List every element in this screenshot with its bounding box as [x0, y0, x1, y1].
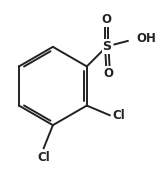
Text: OH: OH [136, 32, 156, 45]
Text: Cl: Cl [113, 109, 125, 122]
Text: O: O [103, 67, 113, 80]
Text: Cl: Cl [37, 151, 50, 164]
Text: S: S [102, 40, 111, 53]
Text: O: O [102, 13, 112, 26]
